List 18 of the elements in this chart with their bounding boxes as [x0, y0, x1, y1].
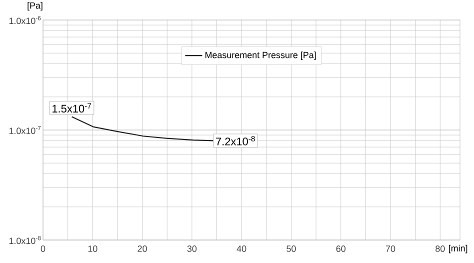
x-tick-label: 60: [336, 246, 346, 252]
y-tick-label: 1.0x10$^{-7}$: [9, 126, 41, 134]
x-axis-title: [min]: [448, 244, 468, 254]
x-tick-label: 10: [88, 246, 98, 252]
x-tick-label: 80: [436, 246, 445, 252]
x-tick-label: 50: [286, 246, 296, 252]
y-tick-label: 1.0x10$^{-6}$: [9, 16, 41, 24]
y-axis-title: [Pa]: [28, 2, 42, 10]
x-tick-label: 70: [386, 246, 396, 252]
line-series: [71, 116, 214, 142]
x-tick-label: 30: [187, 246, 197, 252]
x-tick-label: 40: [236, 246, 246, 252]
y-tick-label: 1.0x10$^{-8}$: [9, 236, 41, 244]
legend-label: Measurement Pressure [Pa]: [205, 52, 316, 60]
annotation: 1.5x10$^{-7}$: [52, 103, 92, 113]
x-tick-label: 0: [40, 246, 46, 252]
x-tick-label: 20: [138, 246, 147, 252]
annotation: 7.2x10$^{-8}$: [216, 136, 255, 146]
